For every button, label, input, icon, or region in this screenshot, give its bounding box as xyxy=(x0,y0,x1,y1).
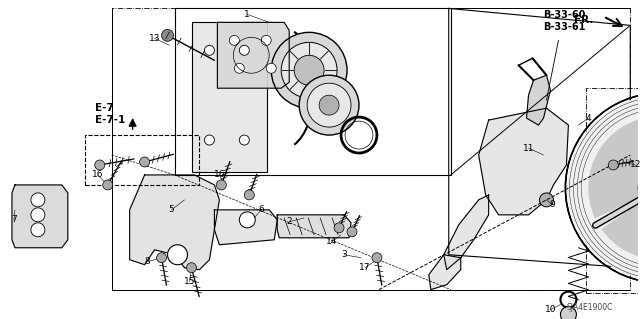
Circle shape xyxy=(638,166,640,210)
Bar xyxy=(586,88,640,293)
Text: 17: 17 xyxy=(359,263,371,272)
Circle shape xyxy=(239,212,255,228)
Circle shape xyxy=(239,135,250,145)
Polygon shape xyxy=(444,195,488,270)
Text: E-7: E-7 xyxy=(95,103,113,113)
Circle shape xyxy=(372,253,382,263)
Circle shape xyxy=(204,45,214,55)
Wedge shape xyxy=(588,116,640,218)
Circle shape xyxy=(271,32,347,108)
Bar xyxy=(112,8,630,290)
Circle shape xyxy=(281,42,337,98)
Bar xyxy=(193,22,268,172)
Text: 14: 14 xyxy=(326,237,338,246)
Circle shape xyxy=(347,227,357,237)
Circle shape xyxy=(161,29,173,41)
Circle shape xyxy=(608,160,618,170)
Text: FR.: FR. xyxy=(574,15,593,26)
Text: B-33-61: B-33-61 xyxy=(543,22,586,32)
Circle shape xyxy=(261,35,271,45)
Circle shape xyxy=(31,223,45,237)
Text: 2: 2 xyxy=(286,217,292,226)
Polygon shape xyxy=(479,108,568,215)
Text: 6: 6 xyxy=(259,205,264,214)
Circle shape xyxy=(266,63,276,73)
Circle shape xyxy=(638,166,640,210)
Text: 1: 1 xyxy=(244,10,250,19)
Text: 5: 5 xyxy=(169,205,174,214)
Wedge shape xyxy=(602,201,640,260)
Polygon shape xyxy=(527,75,550,125)
Polygon shape xyxy=(214,210,277,245)
Circle shape xyxy=(319,95,339,115)
Circle shape xyxy=(244,190,254,200)
Circle shape xyxy=(294,55,324,85)
Text: SJA4E1900C: SJA4E1900C xyxy=(567,303,613,312)
Circle shape xyxy=(95,160,105,170)
Bar xyxy=(84,135,200,185)
Text: B-33-60: B-33-60 xyxy=(543,11,586,20)
Circle shape xyxy=(568,95,640,281)
Polygon shape xyxy=(130,175,220,270)
Circle shape xyxy=(204,135,214,145)
Text: 15: 15 xyxy=(184,277,195,286)
Circle shape xyxy=(229,35,239,45)
Text: 4: 4 xyxy=(586,114,591,122)
Polygon shape xyxy=(429,255,461,290)
Text: E-7-1: E-7-1 xyxy=(95,115,125,125)
Circle shape xyxy=(561,307,577,319)
Text: 9: 9 xyxy=(550,200,556,209)
Circle shape xyxy=(540,193,554,207)
Circle shape xyxy=(234,63,244,73)
Text: 12: 12 xyxy=(630,160,640,169)
Circle shape xyxy=(102,180,113,190)
Circle shape xyxy=(168,245,188,265)
Text: 16: 16 xyxy=(92,170,104,180)
Circle shape xyxy=(31,193,45,207)
Circle shape xyxy=(239,45,250,55)
Circle shape xyxy=(31,208,45,222)
Polygon shape xyxy=(218,22,289,88)
Circle shape xyxy=(216,180,227,190)
Polygon shape xyxy=(12,185,68,248)
Polygon shape xyxy=(277,215,351,238)
Text: 13: 13 xyxy=(149,34,160,43)
Circle shape xyxy=(307,83,351,127)
Circle shape xyxy=(186,263,196,273)
Circle shape xyxy=(157,253,166,263)
Text: 11: 11 xyxy=(523,144,534,152)
Text: 7: 7 xyxy=(11,215,17,224)
Text: 8: 8 xyxy=(145,257,150,266)
Circle shape xyxy=(299,75,359,135)
Text: 16: 16 xyxy=(214,170,225,180)
Text: 3: 3 xyxy=(341,250,347,259)
Circle shape xyxy=(334,223,344,233)
Text: 10: 10 xyxy=(545,305,556,314)
Circle shape xyxy=(140,157,150,167)
